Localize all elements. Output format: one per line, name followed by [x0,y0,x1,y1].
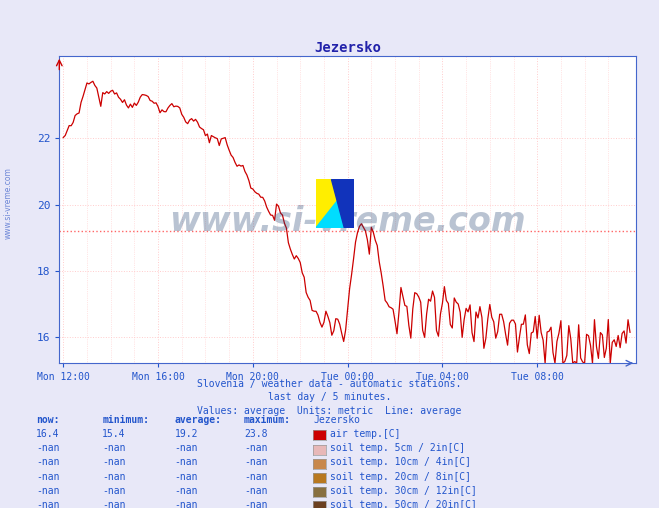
Text: -nan: -nan [102,443,126,453]
Polygon shape [331,179,355,228]
Text: now:: now: [36,415,60,425]
Text: -nan: -nan [244,457,268,467]
Text: -nan: -nan [36,500,60,508]
Text: average:: average: [175,415,221,425]
Text: -nan: -nan [36,486,60,496]
Text: www.si-vreme.com: www.si-vreme.com [3,167,13,239]
Text: -nan: -nan [175,471,198,482]
Text: soil temp. 5cm / 2in[C]: soil temp. 5cm / 2in[C] [330,443,465,453]
Text: Slovenia / weather data - automatic stations.: Slovenia / weather data - automatic stat… [197,379,462,389]
Text: soil temp. 50cm / 20in[C]: soil temp. 50cm / 20in[C] [330,500,476,508]
Text: air temp.[C]: air temp.[C] [330,429,400,439]
Text: minimum:: minimum: [102,415,149,425]
Text: -nan: -nan [36,443,60,453]
Text: -nan: -nan [175,486,198,496]
Text: -nan: -nan [244,471,268,482]
Text: Jezersko: Jezersko [313,415,360,425]
Title: Jezersko: Jezersko [314,41,381,55]
Text: 23.8: 23.8 [244,429,268,439]
Text: soil temp. 20cm / 8in[C]: soil temp. 20cm / 8in[C] [330,471,471,482]
Text: -nan: -nan [175,443,198,453]
Text: -nan: -nan [244,443,268,453]
Text: www.si-vreme.com: www.si-vreme.com [169,205,526,238]
Text: -nan: -nan [102,500,126,508]
Text: -nan: -nan [102,486,126,496]
Text: -nan: -nan [102,471,126,482]
Polygon shape [316,179,355,228]
Text: -nan: -nan [36,471,60,482]
Text: 19.2: 19.2 [175,429,198,439]
Text: -nan: -nan [36,457,60,467]
Text: -nan: -nan [102,457,126,467]
Text: -nan: -nan [175,457,198,467]
Text: last day / 5 minutes.: last day / 5 minutes. [268,392,391,402]
Polygon shape [316,179,355,228]
Text: soil temp. 10cm / 4in[C]: soil temp. 10cm / 4in[C] [330,457,471,467]
Text: 16.4: 16.4 [36,429,60,439]
Text: maximum:: maximum: [244,415,291,425]
Text: -nan: -nan [244,500,268,508]
Text: 15.4: 15.4 [102,429,126,439]
Text: Values: average  Units: metric  Line: average: Values: average Units: metric Line: aver… [197,405,462,416]
Text: -nan: -nan [244,486,268,496]
Text: soil temp. 30cm / 12in[C]: soil temp. 30cm / 12in[C] [330,486,476,496]
Text: -nan: -nan [175,500,198,508]
